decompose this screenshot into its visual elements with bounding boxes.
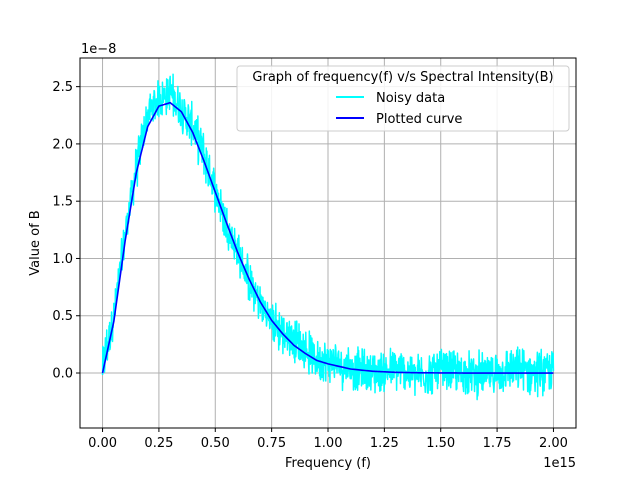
legend-title: Graph of frequency(f) v/s Spectral Inten… bbox=[252, 70, 553, 85]
legend: Graph of frequency(f) v/s Spectral Inten… bbox=[236, 65, 570, 132]
legend-label-plotted-curve: Plotted curve bbox=[376, 112, 462, 127]
y-tick-label: 2.5 bbox=[52, 80, 73, 95]
noisy-data-layer bbox=[101, 73, 555, 401]
x-tick-label: 0.75 bbox=[257, 436, 286, 451]
x-axis-offset-label: 1e15 bbox=[543, 456, 576, 471]
x-tick-label: 1.25 bbox=[370, 436, 399, 451]
y-tick-label: 0.0 bbox=[52, 367, 73, 382]
x-tick-label: 1.00 bbox=[314, 436, 343, 451]
legend-label-noisy-data: Noisy data bbox=[376, 91, 445, 106]
series-plotted-curve-line bbox=[101, 101, 554, 374]
y-tick-label: 1.0 bbox=[52, 252, 73, 267]
legend-box bbox=[236, 65, 570, 132]
x-tick-label: 2.00 bbox=[539, 436, 568, 451]
y-axis-label: Value of B bbox=[28, 210, 43, 275]
series-noisy-data-line bbox=[101, 73, 555, 401]
x-tick-label: 0.25 bbox=[144, 436, 173, 451]
x-tick-label: 0.00 bbox=[88, 436, 117, 451]
y-tick-label: 2.0 bbox=[52, 137, 73, 152]
x-axis-ticks: 0.00 0.25 0.50 0.75 1.00 1.25 1.50 1.75 2.00 bbox=[88, 428, 568, 451]
y-tick-label: 1.5 bbox=[52, 195, 73, 210]
x-axis-label: Frequency (f) bbox=[285, 456, 371, 471]
x-tick-label: 1.50 bbox=[426, 436, 455, 451]
plotted-curve-layer bbox=[101, 101, 554, 374]
x-tick-label: 1.75 bbox=[483, 436, 512, 451]
y-tick-label: 0.5 bbox=[52, 309, 73, 324]
y-axis-ticks: 0.0 0.5 1.0 1.5 2.0 2.5 bbox=[52, 80, 80, 382]
y-axis-offset-label: 1e−8 bbox=[81, 42, 116, 57]
x-tick-label: 0.50 bbox=[201, 436, 230, 451]
